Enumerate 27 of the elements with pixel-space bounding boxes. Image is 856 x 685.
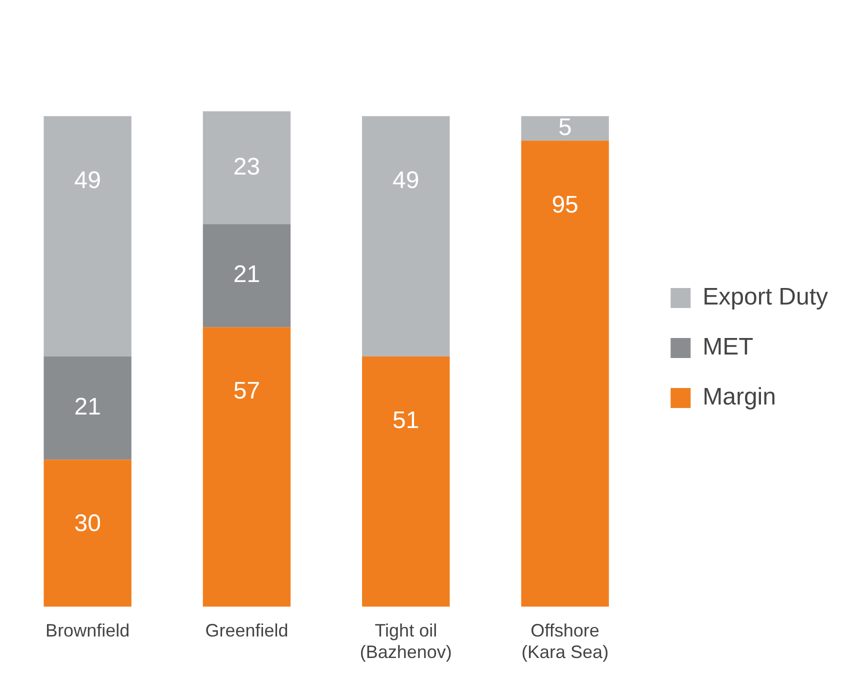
data-label: 95 — [552, 191, 578, 218]
data-label: 49 — [392, 166, 420, 194]
data-label: 21 — [233, 261, 260, 288]
data-label: 23 — [233, 153, 260, 180]
data-label: 30 — [74, 510, 101, 538]
legend-label: Margin — [702, 384, 776, 411]
bar — [202, 224, 291, 328]
bar — [202, 327, 291, 607]
data-label: 57 — [233, 378, 260, 405]
bar — [521, 140, 609, 607]
bar — [362, 116, 450, 357]
bar — [521, 116, 609, 141]
x-tick-label: Brownfield — [46, 620, 130, 641]
data-label: 5 — [558, 114, 572, 142]
data-label: 21 — [74, 394, 101, 421]
x-tick-label: Offshore (Kara Sea) — [522, 620, 609, 662]
bar — [202, 111, 291, 224]
bar — [44, 356, 132, 460]
x-tick-label: Greenfield — [205, 620, 288, 641]
bar — [44, 460, 132, 607]
x-tick-label: Tight oil (Bazhenov) — [360, 620, 452, 662]
bar — [44, 116, 132, 357]
legend-label: Export Duty — [702, 284, 828, 311]
legend-label: MET — [702, 334, 754, 361]
data-label: 51 — [392, 407, 420, 434]
data-label: 49 — [74, 166, 101, 194]
bar — [362, 356, 450, 607]
